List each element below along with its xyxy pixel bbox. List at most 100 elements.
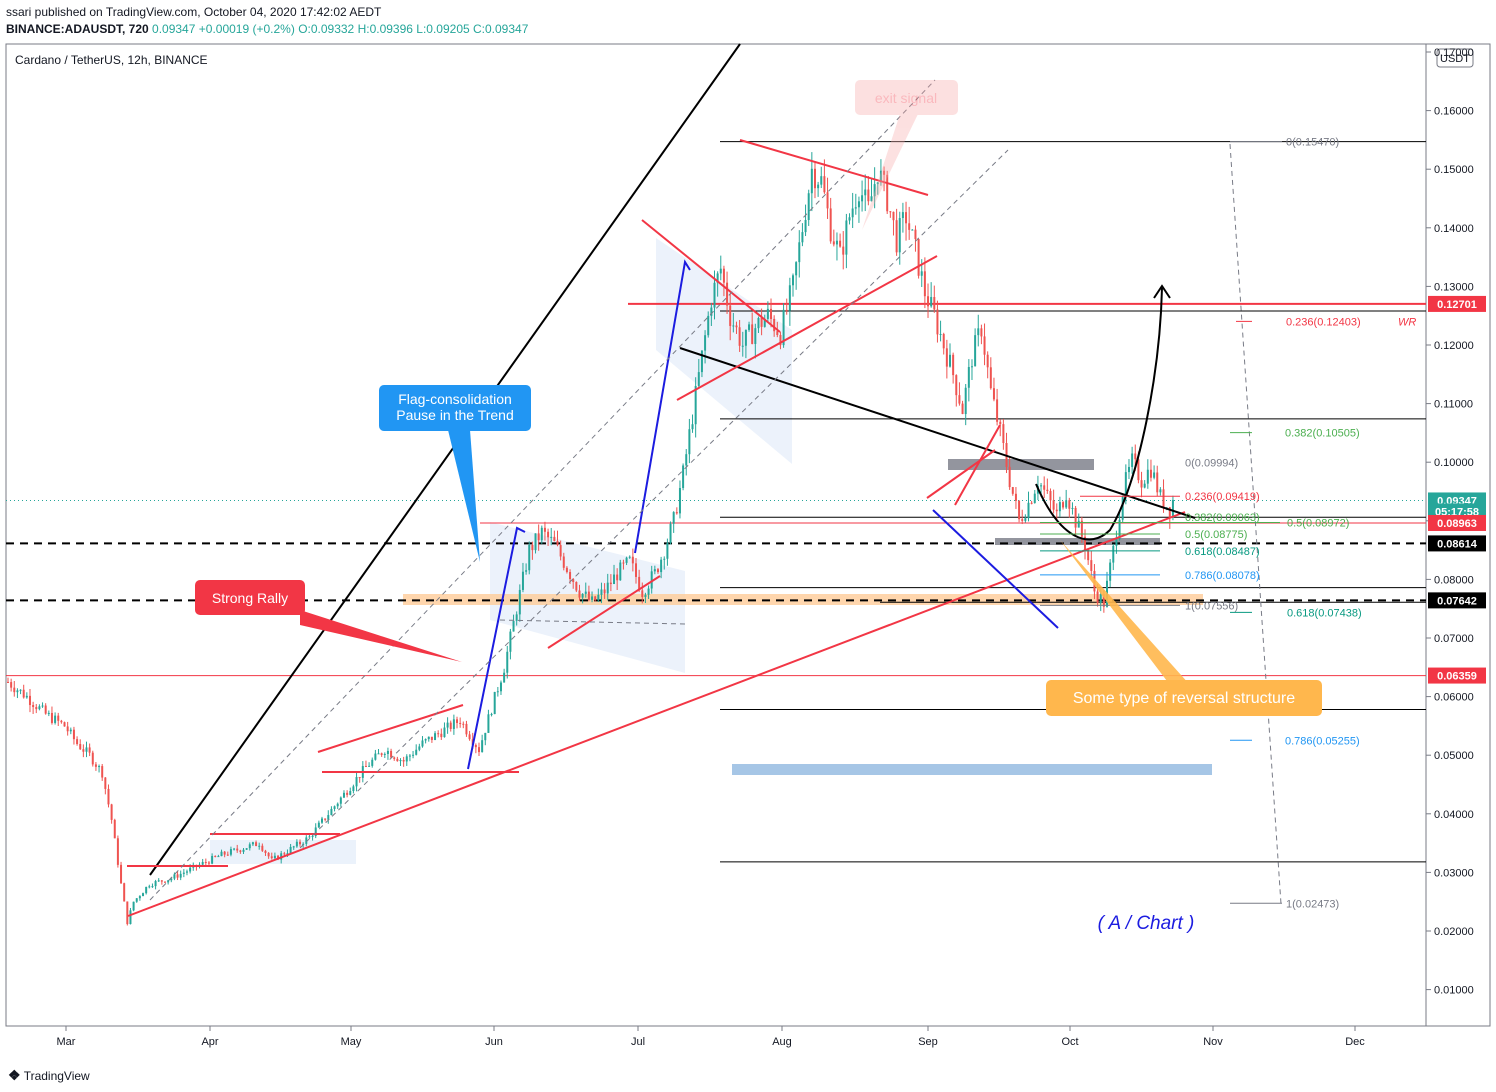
candle-body [669, 523, 672, 543]
candle-body [107, 788, 110, 805]
candle-body [600, 589, 603, 595]
candle-body [364, 766, 367, 768]
x-tick-label: Jun [485, 1036, 503, 1048]
y-tick-label: 0.13000 [1434, 281, 1474, 293]
candle-body [245, 848, 248, 850]
candle-body [207, 862, 210, 864]
projection-curve [1035, 287, 1163, 541]
candle-body [32, 705, 35, 708]
candle-body [503, 672, 506, 683]
candle-body [490, 714, 493, 716]
candle-body [886, 174, 889, 212]
candle-body [468, 734, 471, 740]
candle-body [85, 747, 88, 752]
y-tick-label: 0.16000 [1434, 106, 1474, 118]
candle-body [917, 239, 920, 276]
y-tick-label: 0.15000 [1434, 164, 1474, 176]
y-tick-label: 0.08000 [1434, 574, 1474, 586]
fib-label: 0.236(0.09419) [1185, 491, 1260, 503]
fib-label: WR [1398, 316, 1416, 328]
candle-body [575, 582, 578, 591]
trendline-red-flag-bottom [676, 255, 938, 401]
candle-body [160, 880, 163, 882]
candle-body [930, 297, 933, 307]
a-chart-label: ( A / Chart ) [1098, 913, 1195, 934]
candle-body [57, 715, 60, 721]
candle-body [38, 706, 41, 710]
candle-body [308, 836, 311, 838]
trendline-red-jun [547, 575, 661, 649]
candle-body [437, 733, 440, 735]
candle-body [201, 861, 204, 865]
candle-body [748, 324, 751, 330]
candle-body [578, 590, 581, 598]
candle-body [47, 712, 50, 714]
candle-series [7, 152, 1174, 926]
callout-exit-signal: exit signal [855, 80, 958, 230]
fib-label: 1(0.02473) [1286, 898, 1339, 910]
horizontal-levels [6, 141, 1426, 863]
candle-body [581, 593, 584, 598]
candle-body [1030, 502, 1033, 504]
candle-body [1018, 500, 1021, 520]
candle-body [744, 329, 747, 346]
candle-body [110, 804, 113, 820]
candle-body [804, 219, 807, 233]
candle-body [719, 268, 722, 274]
candle-body [1156, 472, 1159, 493]
tradingview-logo[interactable]: ❖ TradingView [8, 1067, 90, 1084]
candle-body [396, 758, 399, 762]
trendline-red-flag-top [641, 219, 781, 333]
candle-body [986, 354, 989, 368]
callout-reversal: Some type of reversal structure [1046, 540, 1322, 716]
trendline-red-sep-b [926, 449, 996, 499]
candle-body [66, 726, 69, 732]
candle-body [60, 720, 63, 723]
fib-label: 0.382(0.10505) [1285, 428, 1360, 440]
candle-body [233, 848, 236, 850]
y-tick-label: 0.10000 [1434, 457, 1474, 469]
candle-body [537, 533, 540, 541]
price-tag-label: 0.12701 [1437, 299, 1477, 311]
candle-body [88, 747, 91, 753]
candle-body [499, 682, 502, 692]
symbol-label: BINANCE:ADAUSDT, 720 [6, 22, 149, 36]
candle-body [19, 689, 22, 691]
price-chart[interactable]: Cardano / TetherUS, 12h, BINANCE USDT 0.… [0, 40, 1496, 1052]
candle-body [757, 318, 760, 329]
candle-body [330, 808, 333, 816]
strong-rally-label: Strong Rally [212, 590, 288, 606]
candle-body [339, 797, 342, 804]
candle-body [390, 750, 393, 758]
candle-body [716, 273, 719, 283]
candle-body [631, 556, 634, 564]
candle-body [908, 223, 911, 230]
candle-body [101, 766, 104, 778]
candle-body [405, 756, 408, 762]
time-axis[interactable]: Mar Apr May Jun Jul Aug Sep Oct Nov Dec [57, 1026, 1366, 1048]
candle-body [983, 336, 986, 355]
candle-body [656, 569, 659, 573]
currency-badge[interactable]: USDT [1436, 48, 1474, 68]
candle-body [798, 242, 801, 263]
flag-label-line2: Pause in the Trend [396, 407, 514, 423]
candle-body [54, 715, 57, 723]
y-tick-label: 0.12000 [1434, 340, 1474, 352]
candle-body [565, 567, 568, 573]
candle-body [126, 901, 129, 925]
candle-body [704, 335, 707, 351]
candle-body [91, 752, 94, 765]
candle-body [374, 753, 377, 760]
candle-body [261, 845, 264, 851]
candle-body [449, 722, 452, 729]
candle-body [625, 557, 628, 563]
candle-body [255, 842, 258, 847]
candle-body [678, 487, 681, 514]
price-tag [1428, 535, 1486, 552]
candle-body [792, 275, 794, 286]
flag-channel-jul [656, 238, 792, 464]
price-tag [1428, 667, 1486, 684]
candle-body [691, 424, 694, 430]
candle-body [113, 819, 116, 839]
trendline-red-top [739, 139, 929, 196]
